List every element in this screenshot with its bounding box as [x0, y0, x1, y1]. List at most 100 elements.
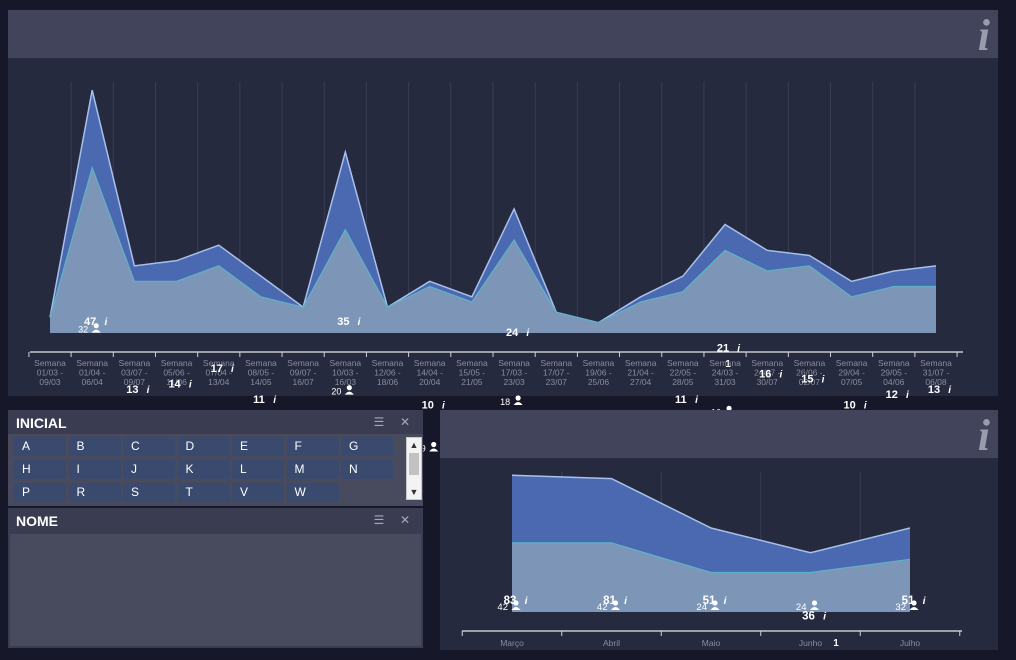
- nome-list[interactable]: [10, 534, 421, 646]
- letter-scrollbar[interactable]: ▲ ▼: [406, 437, 422, 500]
- scroll-up-icon[interactable]: ▲: [409, 440, 419, 450]
- weekly-area-chart: 1 Semana 01/03 -09/03 Semana 01/04 -06/04 Sem…: [28, 82, 963, 490]
- person-icon: [710, 600, 720, 610]
- series-1-data-label: 35: [337, 316, 349, 328]
- clear-filter-icon[interactable]: ✕: [399, 513, 411, 527]
- letter-button-p[interactable]: P: [14, 483, 66, 502]
- series-2-data-label: 32: [78, 325, 88, 335]
- x-tick-label: Semana 26/06 -02/07: [794, 358, 826, 387]
- weekly-chart-header: [8, 10, 998, 58]
- letter-button-f[interactable]: F: [286, 437, 339, 456]
- x-tick-label: Semana 24/03 -31/03: [709, 358, 741, 387]
- letter-button-e[interactable]: E: [232, 437, 284, 456]
- series-1-data-label: 14: [168, 379, 181, 391]
- info-small-icon: i: [624, 595, 628, 607]
- scroll-down-icon[interactable]: ▼: [409, 487, 419, 497]
- page-marker: 1: [833, 638, 839, 649]
- series-2-area: [512, 542, 910, 612]
- x-tick-label: Julho: [900, 638, 921, 648]
- series-2-data-label: 24: [696, 602, 707, 613]
- info-small-icon: i: [823, 611, 827, 623]
- x-tick-label: Março: [500, 638, 524, 648]
- x-tick-label: Semana 17/03 -23/03: [498, 358, 530, 387]
- series-1-data-label: 21: [717, 343, 729, 355]
- series-2-data-label: 18: [500, 397, 510, 407]
- list-options-icon[interactable]: ☰: [373, 513, 385, 527]
- series-1-data-label: 13: [928, 384, 940, 396]
- monthly-chart-header: [440, 410, 998, 458]
- letter-button-h[interactable]: H: [14, 460, 66, 479]
- series-1-data-label: 17: [211, 363, 223, 375]
- x-tick-label: Semana 17/07 -23/07: [540, 358, 572, 387]
- info-small-icon: i: [724, 595, 728, 607]
- info-small-icon: i: [358, 317, 361, 328]
- series-1-data-label: 13: [126, 384, 138, 396]
- letter-button-s[interactable]: S: [123, 483, 175, 502]
- series-2-data-label: 9: [421, 444, 426, 454]
- info-icon[interactable]: i: [977, 411, 990, 460]
- info-small-icon: i: [231, 364, 234, 375]
- letter-button-l[interactable]: L: [232, 460, 284, 479]
- list-options-icon[interactable]: ☰: [373, 415, 385, 429]
- x-tick-label: Semana 15/05 -21/05: [456, 358, 488, 387]
- series-2-data-label: 24: [796, 602, 807, 613]
- person-icon: [611, 600, 620, 610]
- info-small-icon: i: [737, 344, 740, 355]
- series-2-data-label: 32: [895, 602, 906, 613]
- x-tick-label: Semana 14/04 -20/04: [414, 358, 446, 387]
- series-2-data-label: 42: [597, 602, 608, 613]
- series-2-data-label: 20: [331, 387, 341, 397]
- letter-button-w[interactable]: W: [286, 483, 339, 502]
- info-small-icon: i: [442, 400, 445, 411]
- person-icon: [909, 600, 919, 610]
- x-tick-label: Semana 05/06 -11/06: [161, 358, 193, 387]
- series-1-data-label: 47: [84, 316, 96, 328]
- x-tick-label: Semana 29/04 -07/05: [836, 358, 868, 387]
- x-tick-label: Semana 01/03 -09/03: [34, 358, 66, 387]
- x-tick-label: Semana 08/05 -14/05: [245, 358, 277, 387]
- letter-button-a[interactable]: A: [14, 437, 66, 456]
- scroll-thumb[interactable]: [409, 453, 419, 475]
- letter-button-v[interactable]: V: [232, 483, 284, 502]
- series-1-data-label: 16: [759, 368, 771, 380]
- person-icon: [429, 441, 439, 452]
- letter-button-i[interactable]: I: [68, 460, 121, 479]
- letter-button-g[interactable]: G: [341, 437, 393, 456]
- letter-button-d[interactable]: D: [177, 437, 230, 456]
- letter-button-t[interactable]: T: [177, 483, 230, 502]
- info-small-icon: i: [864, 400, 867, 411]
- series-2-area: [50, 167, 936, 333]
- page-marker: 1: [725, 359, 731, 370]
- letter-button-b[interactable]: B: [68, 437, 121, 456]
- inicial-filter-header: INICIAL ☰ ✕: [8, 410, 423, 434]
- info-small-icon: i: [779, 369, 782, 380]
- series-1-data-label: 36: [802, 611, 815, 623]
- letter-button-n[interactable]: N: [341, 460, 393, 479]
- info-icon[interactable]: i: [977, 11, 990, 60]
- info-small-icon: i: [695, 395, 698, 406]
- nome-filter-title: NOME: [16, 513, 58, 529]
- letter-button-j[interactable]: J: [123, 460, 175, 479]
- info-small-icon: i: [526, 328, 529, 339]
- x-tick-label: Semana 09/07 -16/07: [287, 358, 319, 387]
- letter-button-c[interactable]: C: [123, 437, 175, 456]
- x-tick-label: Semana 21/04 -27/04: [625, 358, 657, 387]
- letter-button-m[interactable]: M: [286, 460, 339, 479]
- series-1-line: [511, 474, 911, 554]
- x-tick-label: Semana 10/03 -16/03: [329, 358, 361, 387]
- clear-filter-icon[interactable]: ✕: [399, 415, 411, 429]
- letter-button-r[interactable]: R: [68, 483, 121, 502]
- info-small-icon: i: [822, 375, 825, 386]
- letter-button-k[interactable]: K: [177, 460, 230, 479]
- weekly-chart-panel: i 1 Semana 01/03 -09/03 Semana 01/04 -06/04 S…: [8, 10, 998, 490]
- person-icon: [511, 600, 521, 610]
- series-1-data-label: 15: [801, 374, 813, 386]
- series-1-data-label: 11: [675, 394, 687, 406]
- x-tick-label: Semana 07/04 -13/04: [203, 358, 235, 387]
- info-small-icon: i: [189, 380, 192, 391]
- info-small-icon: i: [104, 317, 107, 328]
- person-icon: [344, 385, 354, 395]
